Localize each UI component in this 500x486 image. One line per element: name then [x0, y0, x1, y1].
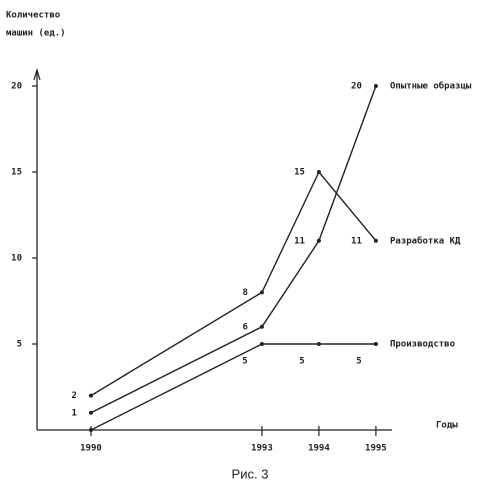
data-label: 2: [72, 391, 77, 401]
data-label: 1: [72, 408, 77, 418]
data-label: 5: [299, 357, 304, 367]
point: [373, 84, 378, 88]
point: [88, 393, 93, 398]
series-line: [90, 85, 377, 414]
point: [316, 342, 321, 346]
caption: Рис. 3: [232, 466, 269, 481]
data-label: 8: [243, 288, 248, 298]
point: [373, 238, 378, 243]
point: [373, 342, 378, 346]
data-label: 11: [294, 236, 305, 246]
point: [259, 290, 264, 295]
y-tick-label: 10: [11, 254, 22, 264]
y-tick-label: 15: [11, 168, 22, 178]
point: [88, 428, 93, 432]
series-line: [90, 343, 376, 431]
y-axis-arrow: [33, 67, 41, 81]
x-tick-label: 1990: [80, 444, 102, 454]
data-label: 6: [243, 322, 248, 332]
data-label: 20: [351, 82, 362, 92]
data-label: 15: [294, 168, 305, 178]
y-axis-label: Количество: [6, 11, 60, 21]
y-tick-label: 5: [17, 340, 22, 350]
series-name: Производство: [390, 340, 455, 350]
y-tick-label: 20: [11, 82, 22, 92]
x-tick-label: 1994: [308, 444, 330, 454]
series-line: [90, 170, 377, 397]
point: [259, 324, 264, 329]
x-axis-label: Годы: [436, 421, 458, 431]
point: [316, 238, 321, 243]
point: [88, 410, 93, 415]
series-name: Разработка КД: [390, 235, 461, 246]
series-name: Опытные образцы: [390, 81, 472, 92]
data-label: 5: [242, 357, 247, 367]
point: [259, 342, 264, 346]
y-axis-label: машин (ед.): [6, 29, 66, 39]
data-label: 11: [351, 236, 362, 246]
point: [316, 170, 321, 174]
x-tick-label: 1993: [251, 444, 273, 454]
x-tick-label: 1995: [365, 444, 387, 454]
data-label: 5: [356, 357, 361, 367]
